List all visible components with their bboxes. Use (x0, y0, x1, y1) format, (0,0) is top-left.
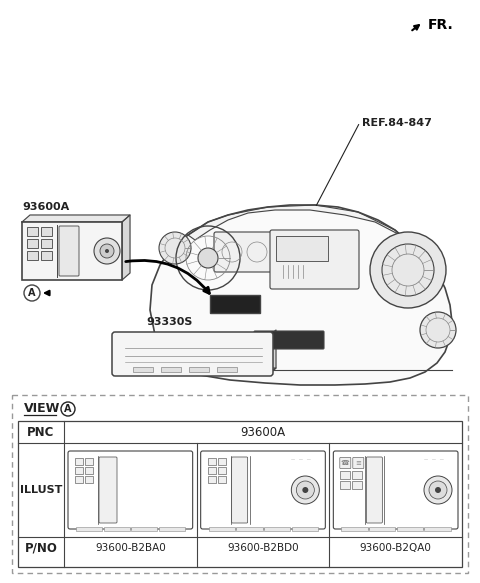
Bar (159, 527, 185, 531)
Bar (41, 239, 52, 248)
Bar (217, 467, 226, 474)
FancyBboxPatch shape (340, 458, 351, 469)
Bar (396, 527, 423, 531)
Text: 93330S: 93330S (147, 317, 193, 327)
Bar (85, 476, 93, 483)
Bar (208, 467, 216, 474)
Bar (161, 367, 181, 372)
Polygon shape (150, 205, 452, 385)
Text: REF.84-847: REF.84-847 (362, 118, 432, 128)
Text: ≡: ≡ (355, 460, 361, 466)
FancyBboxPatch shape (59, 226, 79, 276)
Text: 93600-B2QA0: 93600-B2QA0 (360, 543, 432, 553)
Bar (208, 476, 216, 483)
Bar (27, 227, 38, 236)
Bar (210, 295, 260, 313)
Polygon shape (115, 368, 276, 373)
Bar (75, 467, 83, 474)
Circle shape (429, 481, 447, 499)
Circle shape (424, 476, 452, 504)
Bar (236, 527, 263, 531)
Circle shape (420, 312, 456, 348)
Bar (133, 367, 153, 372)
Text: 93600-B2BD0: 93600-B2BD0 (227, 543, 299, 553)
Bar (27, 239, 38, 248)
FancyBboxPatch shape (99, 457, 117, 523)
Bar (189, 367, 209, 372)
Bar (217, 367, 237, 372)
Bar (104, 527, 130, 531)
Text: 93600A: 93600A (240, 426, 286, 438)
Circle shape (302, 487, 308, 493)
Polygon shape (188, 205, 437, 272)
Circle shape (94, 238, 120, 264)
Bar (208, 458, 216, 465)
Text: —   —   —: — — — (291, 457, 311, 461)
Bar (341, 527, 368, 531)
Bar (41, 251, 52, 260)
Bar (76, 527, 102, 531)
FancyBboxPatch shape (353, 458, 364, 469)
FancyBboxPatch shape (232, 457, 248, 523)
Polygon shape (22, 215, 130, 222)
Bar (75, 476, 83, 483)
Circle shape (100, 244, 114, 258)
Bar (424, 527, 451, 531)
Text: ☎: ☎ (341, 460, 350, 466)
FancyBboxPatch shape (366, 457, 383, 523)
Bar (85, 467, 93, 474)
Circle shape (435, 487, 441, 493)
FancyBboxPatch shape (12, 395, 468, 573)
Bar (85, 458, 93, 465)
Bar (209, 527, 235, 531)
Text: PNC: PNC (27, 426, 55, 438)
Bar (352, 471, 362, 479)
Text: VIEW: VIEW (24, 402, 60, 416)
Bar (217, 476, 226, 483)
Bar (41, 227, 52, 236)
Bar (352, 481, 362, 489)
Text: A: A (64, 404, 72, 414)
Polygon shape (270, 330, 276, 373)
Bar (369, 527, 395, 531)
Bar (264, 527, 290, 531)
Text: —   —   —: — — — (424, 457, 444, 461)
Circle shape (159, 232, 191, 264)
Circle shape (296, 481, 314, 499)
FancyBboxPatch shape (214, 232, 273, 272)
FancyBboxPatch shape (201, 451, 325, 529)
Text: P/NO: P/NO (24, 542, 58, 554)
Text: A: A (28, 288, 36, 298)
Bar (292, 527, 318, 531)
Circle shape (291, 476, 319, 504)
Bar (18, 421, 462, 567)
Circle shape (370, 232, 446, 308)
Circle shape (198, 248, 218, 268)
Bar (217, 458, 226, 465)
Text: FR.: FR. (428, 18, 454, 32)
FancyBboxPatch shape (112, 332, 273, 376)
Bar (75, 458, 83, 465)
Bar (27, 251, 38, 260)
Circle shape (105, 249, 109, 253)
Text: 93600A: 93600A (22, 202, 69, 212)
Bar (340, 481, 350, 489)
Bar (276, 236, 328, 261)
Text: 93600-B2BA0: 93600-B2BA0 (95, 543, 166, 553)
Polygon shape (122, 215, 130, 280)
FancyBboxPatch shape (254, 331, 324, 349)
FancyBboxPatch shape (333, 451, 458, 529)
FancyBboxPatch shape (68, 451, 192, 529)
FancyBboxPatch shape (270, 230, 359, 289)
Bar (132, 527, 157, 531)
Text: ILLUST: ILLUST (20, 485, 62, 495)
Bar (340, 471, 350, 479)
FancyBboxPatch shape (22, 222, 122, 280)
